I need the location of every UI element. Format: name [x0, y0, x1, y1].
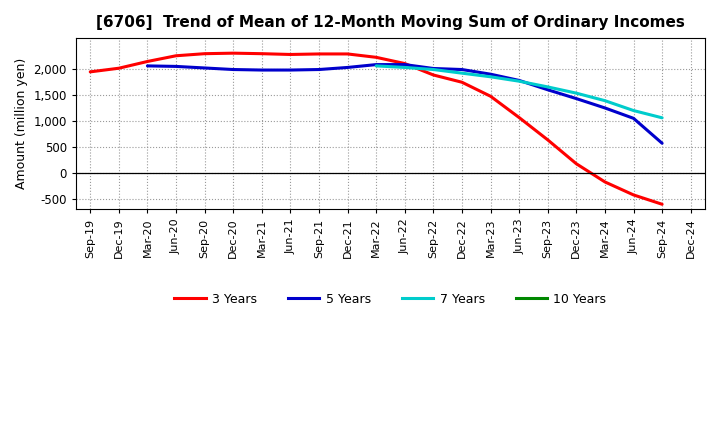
Title: [6706]  Trend of Mean of 12-Month Moving Sum of Ordinary Incomes: [6706] Trend of Mean of 12-Month Moving …: [96, 15, 685, 30]
Legend: 3 Years, 5 Years, 7 Years, 10 Years: 3 Years, 5 Years, 7 Years, 10 Years: [169, 288, 611, 311]
Y-axis label: Amount (million yen): Amount (million yen): [15, 58, 28, 189]
